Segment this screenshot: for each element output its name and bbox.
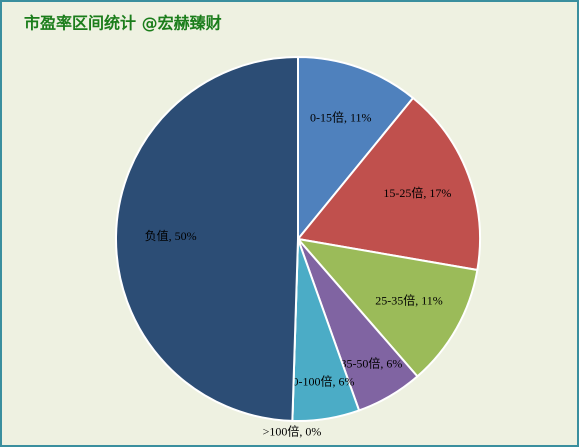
data-label: 0-15倍, 11% <box>310 110 372 125</box>
data-label: >100倍, 0% <box>263 424 322 439</box>
pie-slice <box>295 237 479 378</box>
data-label: 35-50倍, 6% <box>340 355 402 370</box>
data-label: 负值, 50% <box>145 228 197 243</box>
chart-title: 市盈率区间统计 @宏赫臻财 <box>24 14 222 33</box>
pie-slice <box>115 55 299 422</box>
data-label: 15-25倍, 17% <box>383 185 451 200</box>
pie-slice <box>296 96 481 272</box>
pie-slice <box>297 55 415 242</box>
data-label: 50-100倍, 6% <box>287 374 355 389</box>
data-label: 25-35倍, 11% <box>375 292 443 307</box>
